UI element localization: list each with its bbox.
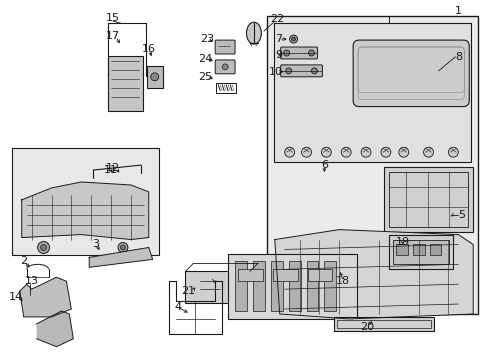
Text: 9: 9 <box>275 50 282 60</box>
Circle shape <box>321 147 331 157</box>
Polygon shape <box>89 247 152 267</box>
Polygon shape <box>37 311 73 347</box>
Bar <box>428 243 441 255</box>
Text: 15: 15 <box>106 13 120 23</box>
Text: 10: 10 <box>268 67 282 77</box>
Text: 11: 11 <box>104 165 118 175</box>
Circle shape <box>285 68 291 74</box>
Circle shape <box>289 35 297 43</box>
Text: 24: 24 <box>198 54 212 64</box>
Text: 25: 25 <box>198 72 212 82</box>
Polygon shape <box>21 182 148 239</box>
Bar <box>388 235 452 269</box>
Circle shape <box>291 37 295 41</box>
Circle shape <box>284 147 294 157</box>
Text: 18: 18 <box>335 276 349 286</box>
Circle shape <box>120 245 125 250</box>
Circle shape <box>380 147 390 157</box>
Bar <box>235 261 246 311</box>
Bar <box>272 269 297 281</box>
Circle shape <box>308 50 314 56</box>
Circle shape <box>360 147 370 157</box>
Bar <box>395 243 407 255</box>
FancyBboxPatch shape <box>215 40 235 54</box>
Text: 17: 17 <box>106 31 120 41</box>
Bar <box>146 66 163 88</box>
Circle shape <box>398 147 408 157</box>
Text: 6: 6 <box>320 160 327 170</box>
Bar <box>185 271 249 303</box>
Text: 8: 8 <box>454 52 461 62</box>
Bar <box>273 23 470 162</box>
Bar <box>324 261 336 311</box>
Bar <box>337 320 429 328</box>
Text: 20: 20 <box>359 322 373 332</box>
Polygon shape <box>20 277 71 317</box>
Text: 19: 19 <box>395 237 409 247</box>
Circle shape <box>447 147 457 157</box>
Circle shape <box>423 147 433 157</box>
Circle shape <box>301 147 311 157</box>
Text: 16: 16 <box>142 44 155 54</box>
Bar <box>216 83 236 93</box>
Bar <box>392 239 448 264</box>
Bar <box>307 269 332 281</box>
Circle shape <box>283 50 289 56</box>
Text: 1: 1 <box>454 6 461 16</box>
Circle shape <box>118 243 128 252</box>
Circle shape <box>222 64 228 70</box>
Circle shape <box>311 68 317 74</box>
FancyBboxPatch shape <box>352 40 468 107</box>
Circle shape <box>41 244 46 251</box>
Bar <box>266 16 477 314</box>
Text: 23: 23 <box>200 34 214 44</box>
Bar <box>334 317 433 331</box>
Ellipse shape <box>246 22 261 44</box>
Text: 5: 5 <box>457 210 464 220</box>
Bar <box>238 269 263 281</box>
Polygon shape <box>274 230 472 319</box>
Text: 3: 3 <box>92 239 100 249</box>
Circle shape <box>341 147 350 157</box>
Bar <box>252 261 264 311</box>
Text: 22: 22 <box>270 14 285 24</box>
Circle shape <box>38 242 49 253</box>
Text: 13: 13 <box>24 276 39 286</box>
Text: 21: 21 <box>181 286 195 296</box>
Bar <box>306 261 318 311</box>
Bar <box>388 172 468 227</box>
Bar <box>383 167 472 231</box>
Bar <box>288 261 300 311</box>
FancyBboxPatch shape <box>215 60 235 74</box>
Bar <box>228 255 356 319</box>
Text: 2: 2 <box>20 256 27 266</box>
Bar <box>12 148 158 255</box>
Text: 14: 14 <box>9 292 23 302</box>
FancyArrowPatch shape <box>212 279 215 283</box>
FancyBboxPatch shape <box>280 47 317 59</box>
Text: 12: 12 <box>106 163 120 173</box>
Text: 4: 4 <box>174 302 181 312</box>
Bar <box>108 56 142 111</box>
Bar <box>270 261 282 311</box>
FancyBboxPatch shape <box>280 65 322 77</box>
Circle shape <box>150 73 158 81</box>
Text: 7: 7 <box>275 34 282 44</box>
Bar <box>412 243 424 255</box>
